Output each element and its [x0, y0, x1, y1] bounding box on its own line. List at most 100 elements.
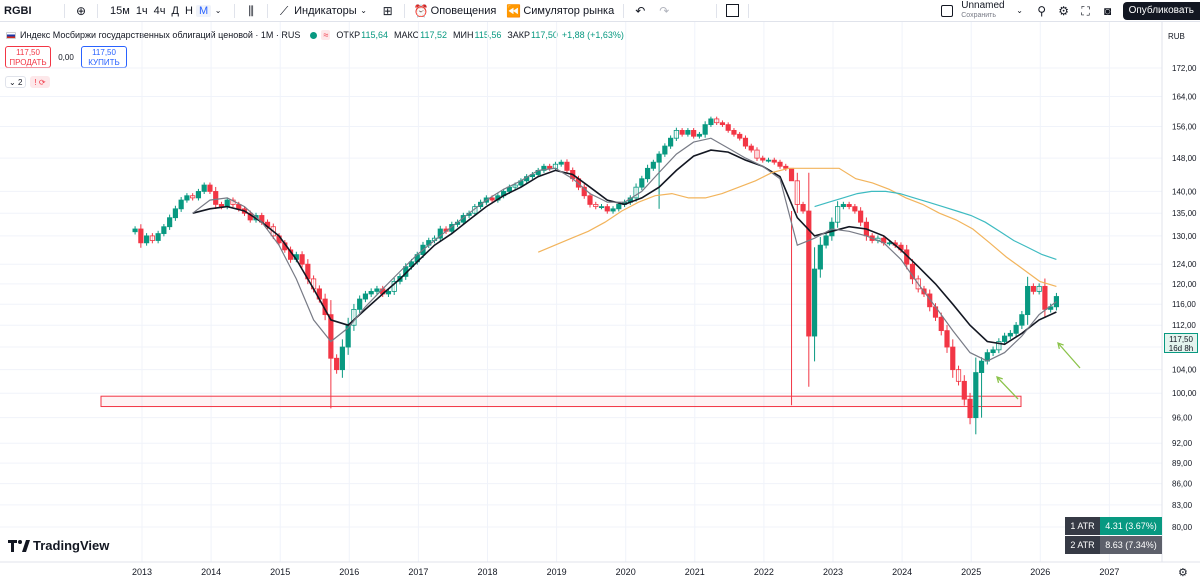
time-axis[interactable]: 2013 2014 2015 2016 2017 2018 2019 2020 2021 2022…: [0, 561, 1200, 577]
alerts-button[interactable]: ⏰ Оповещения: [409, 0, 502, 22]
candle[interactable]: [1025, 276, 1031, 325]
candle[interactable]: [771, 157, 777, 165]
candle[interactable]: [598, 203, 605, 210]
compare-button[interactable]: ⊕: [69, 0, 93, 22]
candle[interactable]: [955, 365, 962, 386]
candle[interactable]: [760, 155, 766, 163]
layout-checkbox-icon[interactable]: [941, 5, 954, 17]
interval-day[interactable]: Д: [171, 4, 179, 17]
publish-button[interactable]: Опубликовать: [1122, 2, 1200, 20]
candle[interactable]: [190, 193, 196, 201]
candle[interactable]: [742, 135, 749, 149]
moving-average-line[interactable]: [814, 190, 1057, 260]
candle[interactable]: [656, 151, 662, 209]
candle[interactable]: [178, 197, 184, 212]
candle[interactable]: [950, 339, 956, 378]
candle[interactable]: [564, 159, 570, 174]
candle[interactable]: [138, 224, 144, 248]
candle[interactable]: [604, 203, 610, 214]
candle[interactable]: [172, 205, 178, 221]
indicator-toggle[interactable]: ⌄ 2: [5, 76, 27, 88]
candle[interactable]: [587, 192, 593, 208]
candle[interactable]: [731, 128, 737, 137]
candle[interactable]: [184, 193, 190, 203]
candle[interactable]: [737, 131, 743, 141]
candle[interactable]: [633, 183, 639, 202]
candle[interactable]: [777, 159, 783, 169]
indicators-button[interactable]: ⟋ Индикаторы ⌄: [272, 0, 376, 22]
candle[interactable]: [437, 225, 443, 242]
candle[interactable]: [547, 163, 553, 171]
search-icon[interactable]: ⚲: [1037, 4, 1046, 18]
candle[interactable]: [673, 127, 679, 141]
candle[interactable]: [558, 159, 564, 167]
candle[interactable]: [817, 237, 823, 278]
candle[interactable]: [144, 233, 150, 246]
candle[interactable]: [207, 182, 213, 195]
candle[interactable]: [984, 349, 990, 365]
candle[interactable]: [1036, 283, 1042, 295]
candle[interactable]: [725, 122, 731, 133]
candle[interactable]: [541, 163, 547, 173]
candle[interactable]: [990, 346, 996, 356]
candle[interactable]: [368, 288, 374, 298]
candle[interactable]: [328, 300, 334, 409]
candle[interactable]: [800, 201, 806, 214]
interval-month[interactable]: М: [195, 4, 212, 17]
candle[interactable]: [662, 143, 668, 157]
candle[interactable]: [719, 120, 726, 127]
candle[interactable]: [685, 128, 691, 137]
candle[interactable]: [811, 247, 818, 362]
candle[interactable]: [806, 172, 812, 387]
candle[interactable]: [714, 116, 720, 126]
redo-button[interactable]: ↷: [652, 0, 676, 22]
candle[interactable]: [840, 201, 846, 210]
chart-type-button[interactable]: ⫼: [239, 0, 263, 22]
candle[interactable]: [748, 143, 754, 153]
interval-4h[interactable]: 4ч: [153, 4, 166, 17]
camera-icon[interactable]: ◙: [1103, 4, 1112, 18]
candle[interactable]: [644, 164, 651, 183]
candle[interactable]: [132, 226, 138, 235]
symbol-title[interactable]: Индекс Мосбиржи государственных облигаци…: [20, 30, 301, 40]
candle[interactable]: [823, 232, 829, 249]
candle[interactable]: [1019, 310, 1025, 329]
candle[interactable]: [858, 207, 864, 227]
candle[interactable]: [593, 201, 599, 210]
settings-icon[interactable]: ⚙: [1058, 4, 1069, 18]
candle[interactable]: [967, 392, 973, 425]
candle[interactable]: [357, 295, 363, 314]
candle[interactable]: [852, 203, 858, 214]
candle[interactable]: [944, 324, 950, 353]
fullscreen-expand-icon[interactable]: ⛶: [1081, 4, 1090, 18]
candle[interactable]: [691, 128, 697, 139]
candle[interactable]: [973, 357, 979, 435]
fullscreen-button[interactable]: [721, 0, 744, 22]
candle[interactable]: [201, 182, 207, 195]
candle[interactable]: [679, 128, 685, 137]
candle[interactable]: [702, 121, 708, 138]
chevron-down-icon[interactable]: ⌄: [214, 5, 222, 15]
undo-button[interactable]: ↶: [628, 0, 652, 22]
candle[interactable]: [299, 251, 305, 268]
moving-average-line[interactable]: [537, 167, 1057, 287]
chevron-down-icon[interactable]: ⌄: [1016, 6, 1023, 15]
candle[interactable]: [765, 157, 772, 163]
templates-button[interactable]: ⊞: [376, 0, 400, 22]
candle[interactable]: [230, 197, 236, 208]
candle[interactable]: [374, 285, 380, 295]
candle[interactable]: [610, 206, 616, 214]
candle[interactable]: [708, 116, 714, 127]
candle[interactable]: [794, 172, 800, 213]
candle[interactable]: [909, 259, 916, 285]
candle[interactable]: [754, 147, 760, 161]
replay-button[interactable]: ⏪ Симулятор рынка: [501, 0, 619, 22]
annotation-arrow[interactable]: [1057, 341, 1081, 369]
candle[interactable]: [167, 214, 173, 230]
candle[interactable]: [1013, 322, 1019, 337]
candle[interactable]: [835, 201, 841, 228]
price-chart[interactable]: 172,00 164,00 156,00 148,00 140,00 135,00 130,…: [0, 22, 1200, 585]
candle[interactable]: [927, 289, 933, 312]
candle[interactable]: [334, 354, 340, 374]
candle[interactable]: [1007, 330, 1013, 340]
